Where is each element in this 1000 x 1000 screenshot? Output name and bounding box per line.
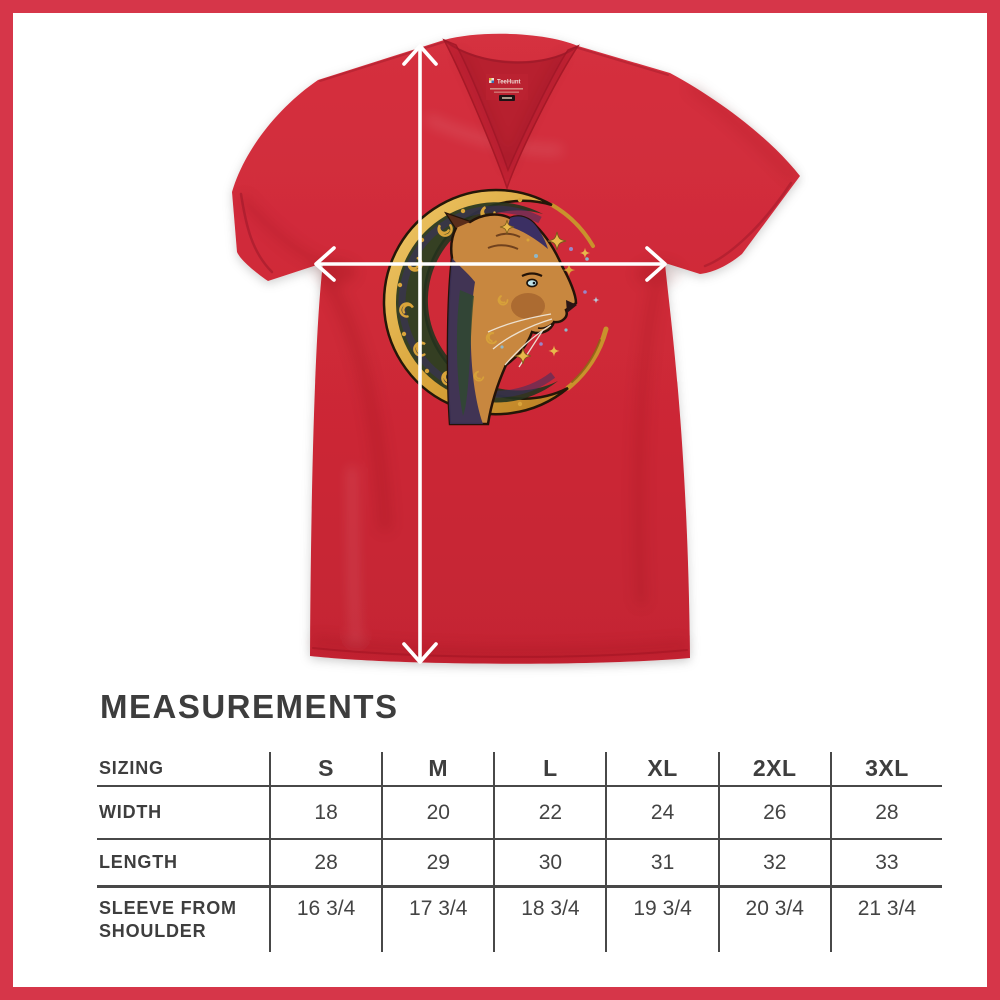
neck-label: TeeHunt [486, 74, 528, 101]
table-header-sizing: SIZING [99, 758, 164, 779]
sleeve-value: 18 3/4 [493, 885, 606, 952]
length-value: 30 [493, 838, 606, 885]
table-header-size-3xl: 3XL [829, 752, 942, 785]
width-value: 22 [493, 785, 606, 838]
length-value: 33 [829, 838, 942, 885]
row-label-sleeve: SLEEVE FROM SHOULDER [97, 885, 269, 952]
measurements-section: MEASUREMENTS SIZING S M L XL 2XL 3XL WID… [97, 688, 942, 952]
sleeve-value: 21 3/4 [829, 885, 942, 952]
section-title: MEASUREMENTS [100, 688, 399, 725]
product-photo: TeeHunt [232, 33, 800, 664]
sleeve-value: 16 3/4 [269, 885, 382, 952]
row-label-length: LENGTH [97, 838, 269, 885]
sleeve-value: 19 3/4 [605, 885, 718, 952]
stars [499, 219, 600, 365]
seams [239, 41, 793, 658]
length-arrow [402, 44, 438, 664]
width-arrow [314, 246, 667, 282]
width-value: 28 [829, 785, 942, 838]
cougar-head [443, 211, 578, 426]
length-value: 29 [381, 838, 494, 885]
width-value: 20 [381, 785, 494, 838]
width-value: 24 [605, 785, 718, 838]
size-table: SIZING S M L XL 2XL 3XL WIDTH 18 20 22 2… [97, 752, 942, 952]
table-header-size-m: M [381, 752, 493, 785]
length-value: 32 [717, 838, 830, 885]
sleeve-value: 17 3/4 [381, 885, 494, 952]
length-value: 31 [605, 838, 718, 885]
width-value: 18 [269, 785, 382, 838]
width-value: 26 [717, 785, 830, 838]
table-header-size-2xl: 2XL [717, 752, 830, 785]
row-label-width: WIDTH [97, 785, 269, 838]
brand-text: TeeHunt [497, 80, 521, 86]
table-header-size-l: L [493, 752, 605, 785]
whiskers [487, 313, 553, 368]
sleeve-value: 20 3/4 [717, 885, 830, 952]
table-header-size-s: S [269, 752, 381, 785]
tshirt-photo-graphic: TeeHunt [232, 33, 800, 664]
v-neck-collar [442, 38, 580, 191]
length-value: 28 [269, 838, 382, 885]
table-header-size-xl: XL [605, 752, 717, 785]
